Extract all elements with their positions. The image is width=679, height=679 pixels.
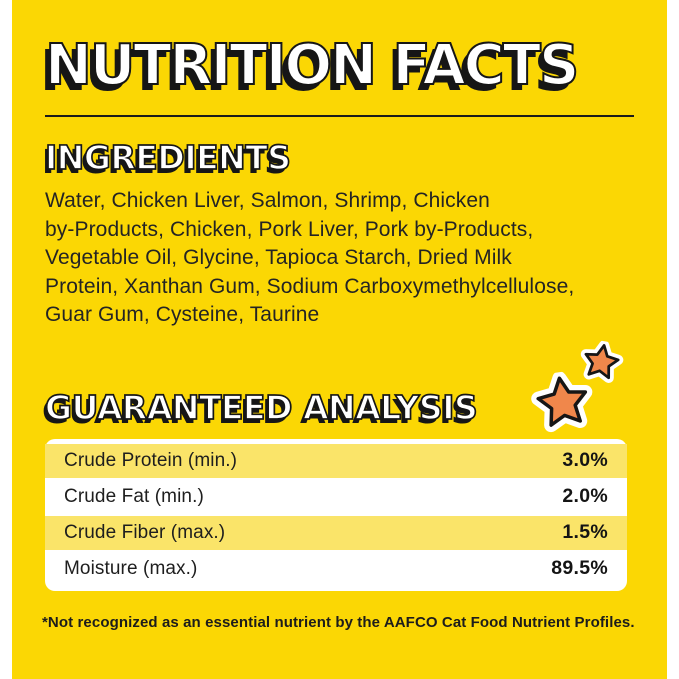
table-row: Moisture (max.) 89.5% [45, 552, 627, 586]
guaranteed-analysis-heading: GUARANTEED ANALYSIS [44, 387, 478, 427]
title-divider [45, 115, 634, 117]
ingredients-line: Water, Chicken Liver, Salmon, Shrimp, Ch… [45, 189, 490, 212]
row-label: Crude Fat (min.) [64, 485, 204, 507]
ingredients-line: by-Products, Chicken, Pork Liver, Pork b… [45, 217, 534, 241]
ingredients-heading: INGREDIENTS [44, 138, 292, 177]
table-row: Crude Fat (min.) 2.0% [45, 480, 627, 514]
row-value: 1.5% [562, 521, 608, 543]
ingredients-line: Guar Gum, Cysteine, Taurine [45, 303, 320, 326]
table-row: Crude Protein (min.) 3.0% [45, 443, 627, 478]
row-value: 2.0% [562, 485, 608, 507]
label-content: NUTRITION FACTS INGREDIENTS Water, Chick… [12, 0, 667, 679]
table-row: Crude Fiber (max.) 1.5% [45, 515, 627, 550]
star-icon [576, 338, 627, 389]
row-label: Crude Fiber (max.) [64, 521, 226, 543]
ingredients-list: Water, Chicken Liver, Salmon, Shrimp, Ch… [45, 187, 635, 330]
ingredients-line: Protein, Xanthan Gum, Sodium Carboxymeth… [45, 274, 575, 298]
row-value: 89.5% [551, 557, 608, 579]
aafco-footnote: *Not recognized as an essential nutrient… [42, 613, 635, 631]
ingredients-line: Vegetable Oil, Glycine, Tapioca Starch, … [45, 246, 512, 269]
row-label: Moisture (max.) [64, 557, 198, 579]
page-title: NUTRITION FACTS [44, 33, 580, 98]
label-panel: NUTRITION FACTS INGREDIENTS Water, Chick… [12, 0, 667, 679]
star-icon [527, 368, 599, 440]
guaranteed-analysis-table: Crude Protein (min.) 3.0% Crude Fat (min… [45, 438, 627, 591]
row-label: Crude Protein (min.) [64, 449, 238, 471]
row-value: 3.0% [562, 449, 608, 471]
